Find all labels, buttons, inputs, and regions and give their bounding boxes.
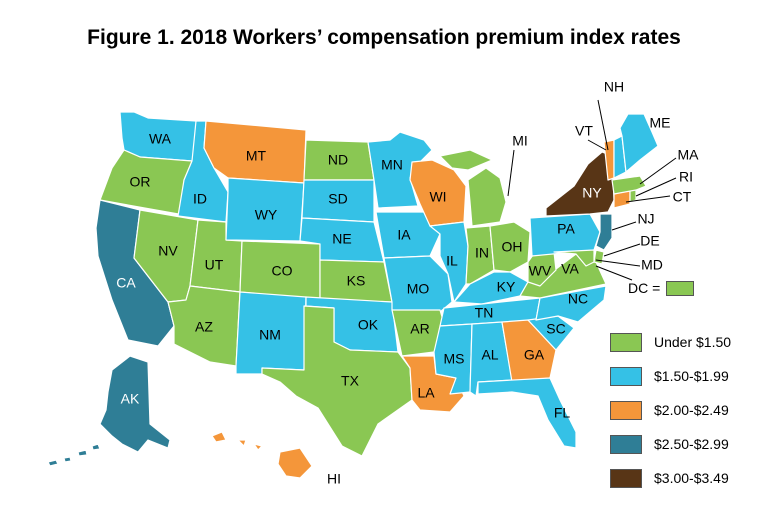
callout-lines bbox=[507, 99, 677, 281]
legend-swatch bbox=[610, 434, 642, 454]
legend-swatch bbox=[610, 468, 642, 488]
state-label-in: IN bbox=[475, 245, 489, 261]
state-label-ca: CA bbox=[116, 275, 136, 291]
legend-label: $2.50-$2.99 bbox=[654, 436, 729, 452]
state-AK-islands bbox=[47, 443, 101, 467]
state-label-il: IL bbox=[446, 253, 458, 269]
state-label-ky: KY bbox=[497, 279, 516, 295]
state-TX bbox=[261, 305, 413, 457]
legend-label: $3.00-$3.49 bbox=[654, 470, 729, 486]
state-label-wi: WI bbox=[429, 189, 446, 205]
legend-item: $3.00-$3.49 bbox=[610, 461, 731, 495]
legend-swatch bbox=[610, 332, 642, 352]
state-label-ak: AK bbox=[121, 391, 140, 407]
state-label-nj: NJ bbox=[637, 211, 654, 227]
state-MI bbox=[439, 149, 507, 227]
state-label-nc: NC bbox=[568, 291, 588, 307]
state-label-ar: AR bbox=[410, 321, 429, 337]
state-label-sc: SC bbox=[546, 321, 565, 337]
state-label-ia: IA bbox=[397, 227, 411, 243]
state-DE bbox=[593, 249, 605, 265]
state-label-ms: MS bbox=[444, 351, 465, 367]
state-label-ct: CT bbox=[673, 189, 692, 205]
state-MO bbox=[383, 255, 453, 313]
state-label-az: AZ bbox=[195, 319, 213, 335]
state-label-mi: MI bbox=[512, 133, 528, 149]
state-label-me: ME bbox=[650, 115, 671, 131]
state-HI bbox=[211, 431, 313, 479]
state-label-va: VA bbox=[561, 261, 579, 277]
state-label-nd: ND bbox=[328, 152, 348, 168]
legend-item: Under $1.50 bbox=[610, 325, 731, 359]
state-ME bbox=[619, 113, 659, 173]
state-label-co: CO bbox=[272, 263, 293, 279]
state-label-id: ID bbox=[193, 191, 207, 207]
state-label-oh: OH bbox=[502, 239, 523, 255]
state-label-tn: TN bbox=[475, 305, 494, 321]
state-NJ bbox=[595, 213, 613, 251]
state-KY bbox=[453, 271, 529, 305]
state-label-fl: FL bbox=[554, 405, 571, 421]
state-IA bbox=[375, 211, 441, 259]
dc-color-swatch bbox=[666, 280, 695, 296]
state-label-ri: RI bbox=[679, 169, 693, 185]
legend-label: $1.50-$1.99 bbox=[654, 368, 729, 384]
state-label-al: AL bbox=[481, 347, 498, 363]
state-label-or: OR bbox=[130, 174, 151, 190]
state-label-vt: VT bbox=[575, 123, 593, 139]
legend-item: $1.50-$1.99 bbox=[610, 359, 731, 393]
state-label-nm: NM bbox=[259, 327, 281, 343]
state-NY bbox=[545, 151, 615, 217]
state-label-ga: GA bbox=[524, 347, 545, 363]
state-label-wv: WV bbox=[529, 263, 552, 279]
state-label-ok: OK bbox=[358, 317, 379, 333]
state-label-md: MD bbox=[641, 257, 663, 273]
state-MA bbox=[611, 175, 647, 195]
state-label-ma: MA bbox=[678, 147, 700, 163]
state-RI bbox=[629, 189, 637, 203]
state-label-pa: PA bbox=[557, 221, 575, 237]
state-FL bbox=[477, 377, 577, 449]
state-MD bbox=[553, 249, 595, 267]
state-label-de: DE bbox=[640, 233, 659, 249]
state-label-sd: SD bbox=[328, 191, 347, 207]
state-label-ks: KS bbox=[347, 273, 366, 289]
state-label-mo: MO bbox=[407, 281, 430, 297]
state-label-la: LA bbox=[417, 385, 435, 401]
legend-item: $2.50-$2.99 bbox=[610, 427, 731, 461]
state-label-ny: NY bbox=[582, 185, 602, 201]
state-label-nh: NH bbox=[604, 79, 624, 95]
state-WY bbox=[225, 177, 305, 242]
legend-label: $2.00-$2.49 bbox=[654, 402, 729, 418]
state-GA bbox=[501, 319, 557, 383]
legend: Under $1.50 $1.50-$1.99 $2.00-$2.49 $2.5… bbox=[610, 325, 731, 495]
state-label-wy: WY bbox=[255, 207, 278, 223]
state-AK bbox=[99, 355, 171, 453]
legend-swatch bbox=[610, 400, 642, 420]
state-label-mn: MN bbox=[381, 157, 403, 173]
state-label-ne: NE bbox=[332, 231, 351, 247]
legend-label: Under $1.50 bbox=[654, 334, 732, 350]
legend-swatch bbox=[610, 366, 642, 386]
state-label-wa: WA bbox=[149, 131, 172, 147]
state-label-hi: HI bbox=[327, 471, 341, 487]
state-label-nv: NV bbox=[158, 243, 178, 259]
dc-note: DC = bbox=[628, 280, 695, 296]
dc-note-label: DC = bbox=[628, 280, 661, 296]
state-label-mt: MT bbox=[246, 148, 267, 164]
state-label-ut: UT bbox=[205, 257, 224, 273]
figure-title: Figure 1. 2018 Workers’ compensation pre… bbox=[87, 26, 681, 49]
legend-item: $2.00-$2.49 bbox=[610, 393, 731, 427]
state-label-tx: TX bbox=[341, 373, 360, 389]
